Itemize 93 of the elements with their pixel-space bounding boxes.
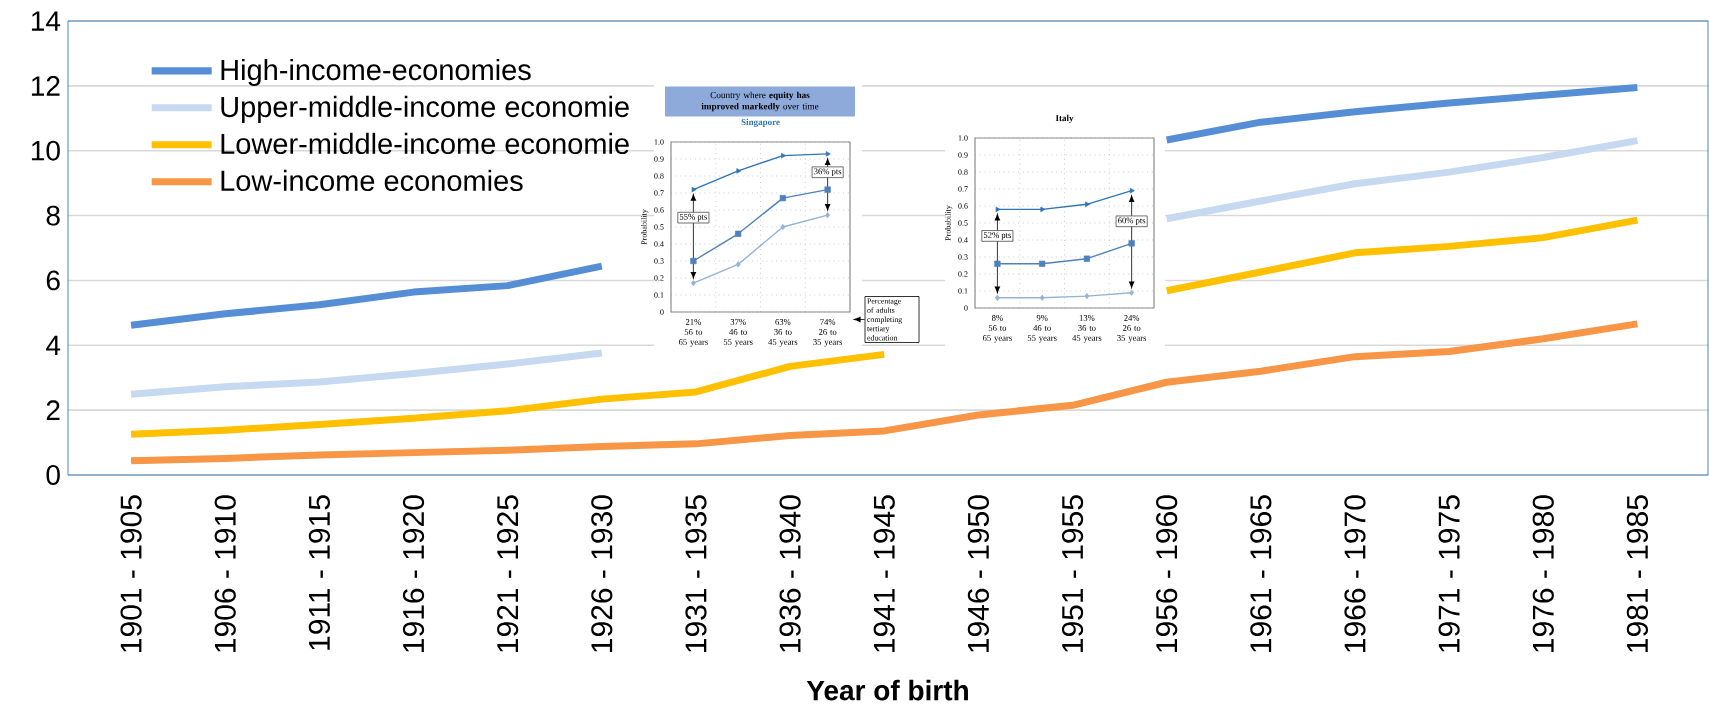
y-tick-label: 0.5 (654, 224, 664, 230)
x-tick-label: 74% 26 to 35 years (813, 319, 843, 347)
x-tick-label: 8% 56 to 65 years (982, 315, 1012, 343)
point (780, 223, 786, 231)
y-tick-label: 0.7 (958, 186, 968, 192)
y-tick-label: 0.9 (958, 152, 968, 158)
x-tick-label: 1906 - 1910 (214, 495, 236, 652)
point (1084, 293, 1090, 300)
point (1039, 294, 1045, 301)
y-tick-label: 0.3 (958, 254, 968, 260)
legend-label: Upper-middle-income economie (221, 95, 629, 123)
y-tick-label: 1.0 (654, 139, 664, 145)
x-tick-label: 37% 46 to 55 years (723, 319, 753, 347)
point (1128, 240, 1135, 247)
point (735, 261, 741, 268)
y-tick-label: 12 (31, 76, 60, 96)
y-tick-label: 0.7 (654, 190, 664, 196)
point (994, 260, 1001, 267)
point (1129, 187, 1135, 194)
annotation: Country where equity has improved markedly over time (701, 91, 819, 112)
y-tick-label: 0 (46, 465, 60, 485)
x-tick-label: 24% 26 to 35 years (1117, 315, 1147, 343)
x-tick-label: 1981 - 1985 (1626, 495, 1649, 652)
x-tick-label: 1926 - 1930 (591, 495, 613, 652)
point (690, 257, 697, 265)
annotation: 36% pts (814, 168, 842, 177)
point (995, 206, 1001, 213)
point (994, 294, 1000, 301)
x-tick-label: 1971 - 1975 (1438, 495, 1460, 652)
x-tick-label: 1911 - 1915 (308, 495, 330, 650)
y-tick-label: 2 (46, 400, 60, 420)
x-tick-label: 9% 46 to 55 years (1027, 315, 1057, 343)
y-tick-label: 6 (46, 270, 60, 291)
x-tick-label: 1901 - 1905 (120, 495, 142, 652)
chart-title: Italy (1055, 114, 1074, 123)
point (735, 230, 742, 237)
y-axis-title: Probability (641, 209, 649, 245)
x-tick-label: 1951 - 1955 (1061, 495, 1084, 652)
x-tick-label: 1956 - 1960 (1156, 495, 1178, 652)
y-tick-label: 0.4 (958, 237, 968, 243)
point (781, 152, 786, 159)
y-tick-label: 1.0 (958, 135, 968, 141)
x-tick-label: 1976 - 1980 (1532, 495, 1554, 652)
x-tick-label: 1921 - 1925 (497, 495, 519, 652)
point (736, 168, 742, 174)
y-tick-label: 8 (46, 205, 60, 226)
x-tick-label: 63% 36 to 45 years (768, 319, 798, 347)
legend-label: High-income-economies (221, 58, 531, 86)
y-tick-label: 0 (660, 309, 664, 315)
y-tick-label: 0.1 (654, 292, 664, 298)
x-axis-title: Year of birth (806, 679, 968, 701)
x-tick-label: 1916 - 1920 (402, 495, 425, 652)
legend-label: Low-income economies (221, 169, 523, 192)
x-tick-label: 1931 - 1935 (685, 495, 707, 652)
point (691, 186, 697, 193)
point (824, 186, 831, 193)
point (1085, 201, 1090, 208)
y-axis-title: Probability (945, 205, 953, 241)
chart-title: Singapore (741, 118, 780, 128)
annotation: 60% pts (1118, 217, 1146, 226)
point (1039, 260, 1046, 267)
legend-label: Lower-middle-income economie (221, 132, 629, 155)
y-tick-label: 0 (964, 305, 968, 311)
point (825, 212, 831, 219)
y-tick-label: 0.5 (958, 220, 968, 226)
x-tick-label: 1966 - 1970 (1344, 495, 1366, 652)
y-tick-label: 0.8 (958, 169, 968, 175)
y-tick-label: 0.1 (958, 288, 968, 294)
point (1040, 206, 1046, 213)
point (825, 151, 831, 157)
y-tick-label: 4 (46, 335, 61, 355)
y-tick-label: 14 (31, 11, 61, 31)
x-tick-label: 1961 - 1965 (1250, 495, 1272, 652)
x-tick-label: 1936 - 1940 (779, 495, 801, 652)
y-tick-label: 0.8 (654, 173, 664, 179)
x-tick-label: 1946 - 1950 (967, 495, 989, 652)
y-tick-label: 0.9 (654, 156, 664, 162)
point (690, 280, 696, 287)
y-tick-label: 0.4 (654, 241, 664, 247)
point (1129, 289, 1135, 296)
annotation: 52% pts (983, 232, 1012, 240)
y-tick-label: 10 (31, 140, 60, 161)
y-tick-label: 0.2 (958, 271, 968, 277)
x-tick-label: 13% 36 to 45 years (1072, 315, 1102, 343)
y-tick-label: 0.3 (654, 258, 664, 264)
x-tick-label: 21% 56 to 65 years (678, 319, 708, 347)
annotation: 55% pts (679, 213, 708, 222)
point (779, 195, 786, 202)
y-tick-label: 0.6 (958, 203, 968, 209)
y-tick-label: 0.6 (654, 207, 664, 213)
y-tick-label: 0.2 (654, 275, 664, 281)
x-tick-label: 1941 - 1945 (873, 495, 895, 652)
point (1083, 255, 1090, 262)
